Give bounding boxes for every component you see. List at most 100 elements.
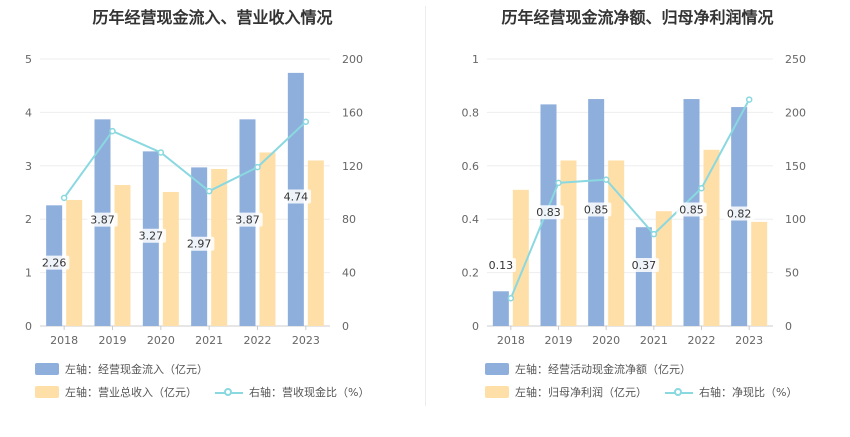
y-left-tick-label: 3 bbox=[25, 160, 32, 173]
chart-panel-cash-inflow: 历年经营现金流入、营业收入情况 0 1 2 3 4 5 0 40 80 120 160 200 2018… bbox=[25, 8, 387, 400]
y-left-tick-label: 0 bbox=[25, 320, 32, 333]
data-label-bg bbox=[485, 258, 517, 272]
y-right-tick-label: 0 bbox=[342, 320, 349, 333]
chart-svg: 0 0.2 0.4 0.6 0.8 1 0 50 100 150 200 250 2018 2019 202… bbox=[462, 53, 807, 347]
y-right-tick-label: 50 bbox=[785, 267, 799, 280]
bar-primary bbox=[492, 291, 509, 326]
y-left-tick-label: 0.8 bbox=[462, 106, 480, 119]
data-label: 0.13 bbox=[489, 259, 513, 272]
line-point bbox=[302, 118, 310, 125]
legend-item[interactable]: 左轴：经营现金流入（亿元） bbox=[35, 361, 208, 377]
x-tick-label: 2023 bbox=[292, 334, 320, 347]
y-left-tick-label: 4 bbox=[25, 106, 32, 119]
line-point bbox=[745, 96, 753, 103]
legend-line-swatch bbox=[215, 386, 243, 398]
legend-swatch bbox=[35, 363, 59, 375]
data-label: 3.27 bbox=[139, 230, 164, 243]
chart-panel-net-cash: 历年经营现金流净额、归母净利润情况 0 0.2 0.4 0.6 0.8 1 0 50 100 15… bbox=[425, 0, 850, 437]
data-label: 2.97 bbox=[187, 238, 212, 251]
data-label: 2.26 bbox=[42, 257, 67, 270]
bar-secondary bbox=[114, 185, 131, 326]
y-right-tick-label: 120 bbox=[342, 160, 363, 173]
x-tick-label: 2018 bbox=[50, 334, 78, 347]
data-label-bg bbox=[135, 228, 167, 243]
legend-item[interactable]: 左轴：营业总收入（亿元） bbox=[35, 384, 197, 400]
chart-title: 历年经营现金流入、营业收入情况 bbox=[92, 8, 333, 27]
data-label-bg bbox=[676, 202, 707, 217]
data-label-bg bbox=[280, 189, 312, 204]
line-point bbox=[60, 194, 68, 202]
data-label-bg bbox=[723, 206, 755, 221]
x-tick-label: 2023 bbox=[735, 334, 763, 347]
legend-row-2: 左轴：营业总收入（亿元） 右轴：营收现金比（%） bbox=[35, 384, 387, 400]
legend-item[interactable]: 左轴：归母净利润（亿元） bbox=[485, 384, 647, 400]
bar-secondary bbox=[608, 160, 625, 326]
bar-secondary bbox=[703, 149, 720, 326]
line-point bbox=[555, 179, 562, 187]
bar-secondary bbox=[307, 160, 324, 326]
line-series bbox=[63, 121, 307, 199]
x-tick-label: 2022 bbox=[244, 334, 272, 347]
y-left-tick-label: 0.2 bbox=[462, 267, 480, 280]
data-label: 0.37 bbox=[632, 259, 657, 272]
y-right-tick-label: 200 bbox=[342, 53, 363, 66]
legend-item[interactable]: 右轴：营收现金比（%） bbox=[215, 384, 369, 400]
x-tick-label: 2021 bbox=[195, 334, 223, 347]
x-tick-label: 2020 bbox=[592, 334, 620, 347]
data-label-bg bbox=[183, 236, 215, 251]
data-label: 0.82 bbox=[727, 208, 752, 221]
line-point bbox=[602, 176, 610, 183]
data-label: 0.85 bbox=[584, 204, 609, 217]
data-label: 3.87 bbox=[235, 214, 260, 227]
line-point bbox=[254, 163, 261, 171]
legend-line-swatch bbox=[665, 386, 693, 398]
y-right-tick-label: 160 bbox=[342, 106, 363, 119]
line-point bbox=[205, 187, 213, 195]
y-left-tick-label: 1 bbox=[472, 53, 479, 66]
y-left-tick-label: 1 bbox=[25, 267, 32, 280]
legend-swatch bbox=[485, 363, 509, 375]
legend-swatch bbox=[485, 386, 509, 398]
data-label: 0.85 bbox=[679, 204, 704, 217]
x-tick-label: 2020 bbox=[147, 334, 175, 347]
y-left-tick-label: 0.4 bbox=[462, 213, 480, 226]
data-label-bg bbox=[232, 212, 263, 227]
legend-label: 左轴：归母净利润（亿元） bbox=[515, 386, 647, 399]
legend-label: 左轴：经营现金流入（亿元） bbox=[65, 363, 208, 376]
data-label-bg bbox=[38, 255, 70, 270]
legend-label: 右轴：净现比（%） bbox=[699, 386, 798, 399]
y-left-tick-label: 2 bbox=[25, 213, 32, 226]
data-label-bg bbox=[628, 258, 660, 272]
bar-primary bbox=[635, 227, 652, 326]
y-right-tick-label: 100 bbox=[785, 213, 806, 226]
legend-row-1: 左轴：经营活动现金流净额（亿元） bbox=[485, 361, 709, 377]
legend-row-2: 左轴：归母净利润（亿元） 右轴：净现比（%） bbox=[485, 384, 815, 400]
data-label: 4.74 bbox=[284, 190, 309, 203]
line-point bbox=[109, 127, 116, 135]
line-series bbox=[509, 99, 751, 299]
bar-secondary bbox=[259, 152, 276, 326]
y-right-tick-label: 150 bbox=[785, 160, 806, 173]
x-tick-label: 2019 bbox=[99, 334, 127, 347]
y-left-tick-label: 0 bbox=[472, 320, 479, 333]
data-label-bg bbox=[533, 205, 564, 220]
line-point bbox=[698, 184, 705, 192]
chart-svg: 0 1 2 3 4 5 0 40 80 120 160 200 2018 2019 2020 2021 2022… bbox=[25, 53, 363, 347]
y-right-tick-label: 0 bbox=[785, 320, 792, 333]
panel-divider bbox=[425, 6, 426, 406]
legend-label: 左轴：经营活动现金流净额（亿元） bbox=[515, 363, 691, 376]
data-label-bg bbox=[580, 202, 612, 217]
y-right-tick-label: 40 bbox=[342, 267, 356, 280]
data-label-bg bbox=[87, 212, 118, 227]
legend-row-1: 左轴：经营现金流入（亿元） bbox=[35, 361, 226, 377]
y-right-tick-label: 250 bbox=[785, 53, 806, 66]
bar-secondary bbox=[655, 211, 672, 326]
legend-item[interactable]: 右轴：净现比（%） bbox=[665, 384, 797, 400]
y-right-tick-label: 200 bbox=[785, 106, 806, 119]
bar-secondary bbox=[560, 160, 577, 326]
x-tick-label: 2021 bbox=[640, 334, 668, 347]
bar-secondary bbox=[751, 221, 768, 326]
legend-item[interactable]: 左轴：经营活动现金流净额（亿元） bbox=[485, 361, 691, 377]
bar-secondary bbox=[162, 191, 179, 326]
y-left-tick-label: 0.6 bbox=[462, 160, 480, 173]
